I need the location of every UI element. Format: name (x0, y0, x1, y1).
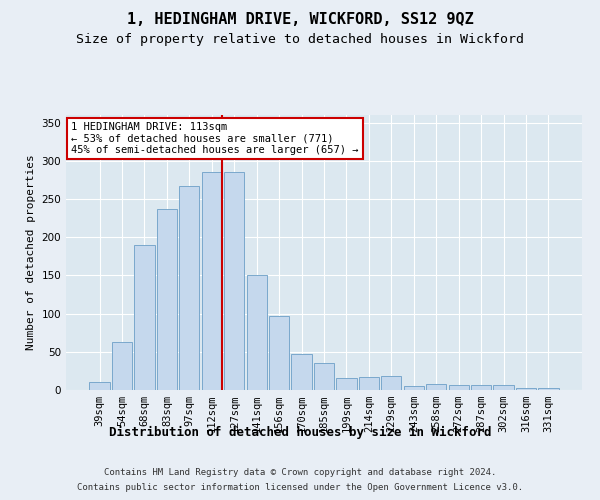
Bar (292, 354, 311, 390)
Bar (493, 386, 514, 390)
Bar (471, 386, 491, 390)
Bar (269, 316, 289, 390)
Bar (157, 209, 177, 390)
Bar (224, 172, 244, 390)
Bar (179, 186, 199, 390)
Bar (359, 377, 379, 390)
Text: Contains public sector information licensed under the Open Government Licence v3: Contains public sector information licen… (77, 483, 523, 492)
Bar (426, 384, 446, 390)
Bar (247, 276, 267, 390)
Bar (516, 388, 536, 390)
Bar (449, 384, 469, 390)
Text: 1, HEDINGHAM DRIVE, WICKFORD, SS12 9QZ: 1, HEDINGHAM DRIVE, WICKFORD, SS12 9QZ (127, 12, 473, 28)
Bar (89, 382, 110, 390)
Bar (134, 245, 155, 390)
Bar (404, 386, 424, 390)
Text: Size of property relative to detached houses in Wickford: Size of property relative to detached ho… (76, 32, 524, 46)
Bar (202, 172, 222, 390)
Text: 1 HEDINGHAM DRIVE: 113sqm
← 53% of detached houses are smaller (771)
45% of semi: 1 HEDINGHAM DRIVE: 113sqm ← 53% of detac… (71, 122, 359, 155)
Bar (112, 342, 132, 390)
Bar (381, 376, 401, 390)
Bar (538, 388, 559, 390)
Bar (314, 362, 334, 390)
Text: Contains HM Land Registry data © Crown copyright and database right 2024.: Contains HM Land Registry data © Crown c… (104, 468, 496, 477)
Bar (337, 378, 356, 390)
Y-axis label: Number of detached properties: Number of detached properties (26, 154, 36, 350)
Text: Distribution of detached houses by size in Wickford: Distribution of detached houses by size … (109, 426, 491, 439)
